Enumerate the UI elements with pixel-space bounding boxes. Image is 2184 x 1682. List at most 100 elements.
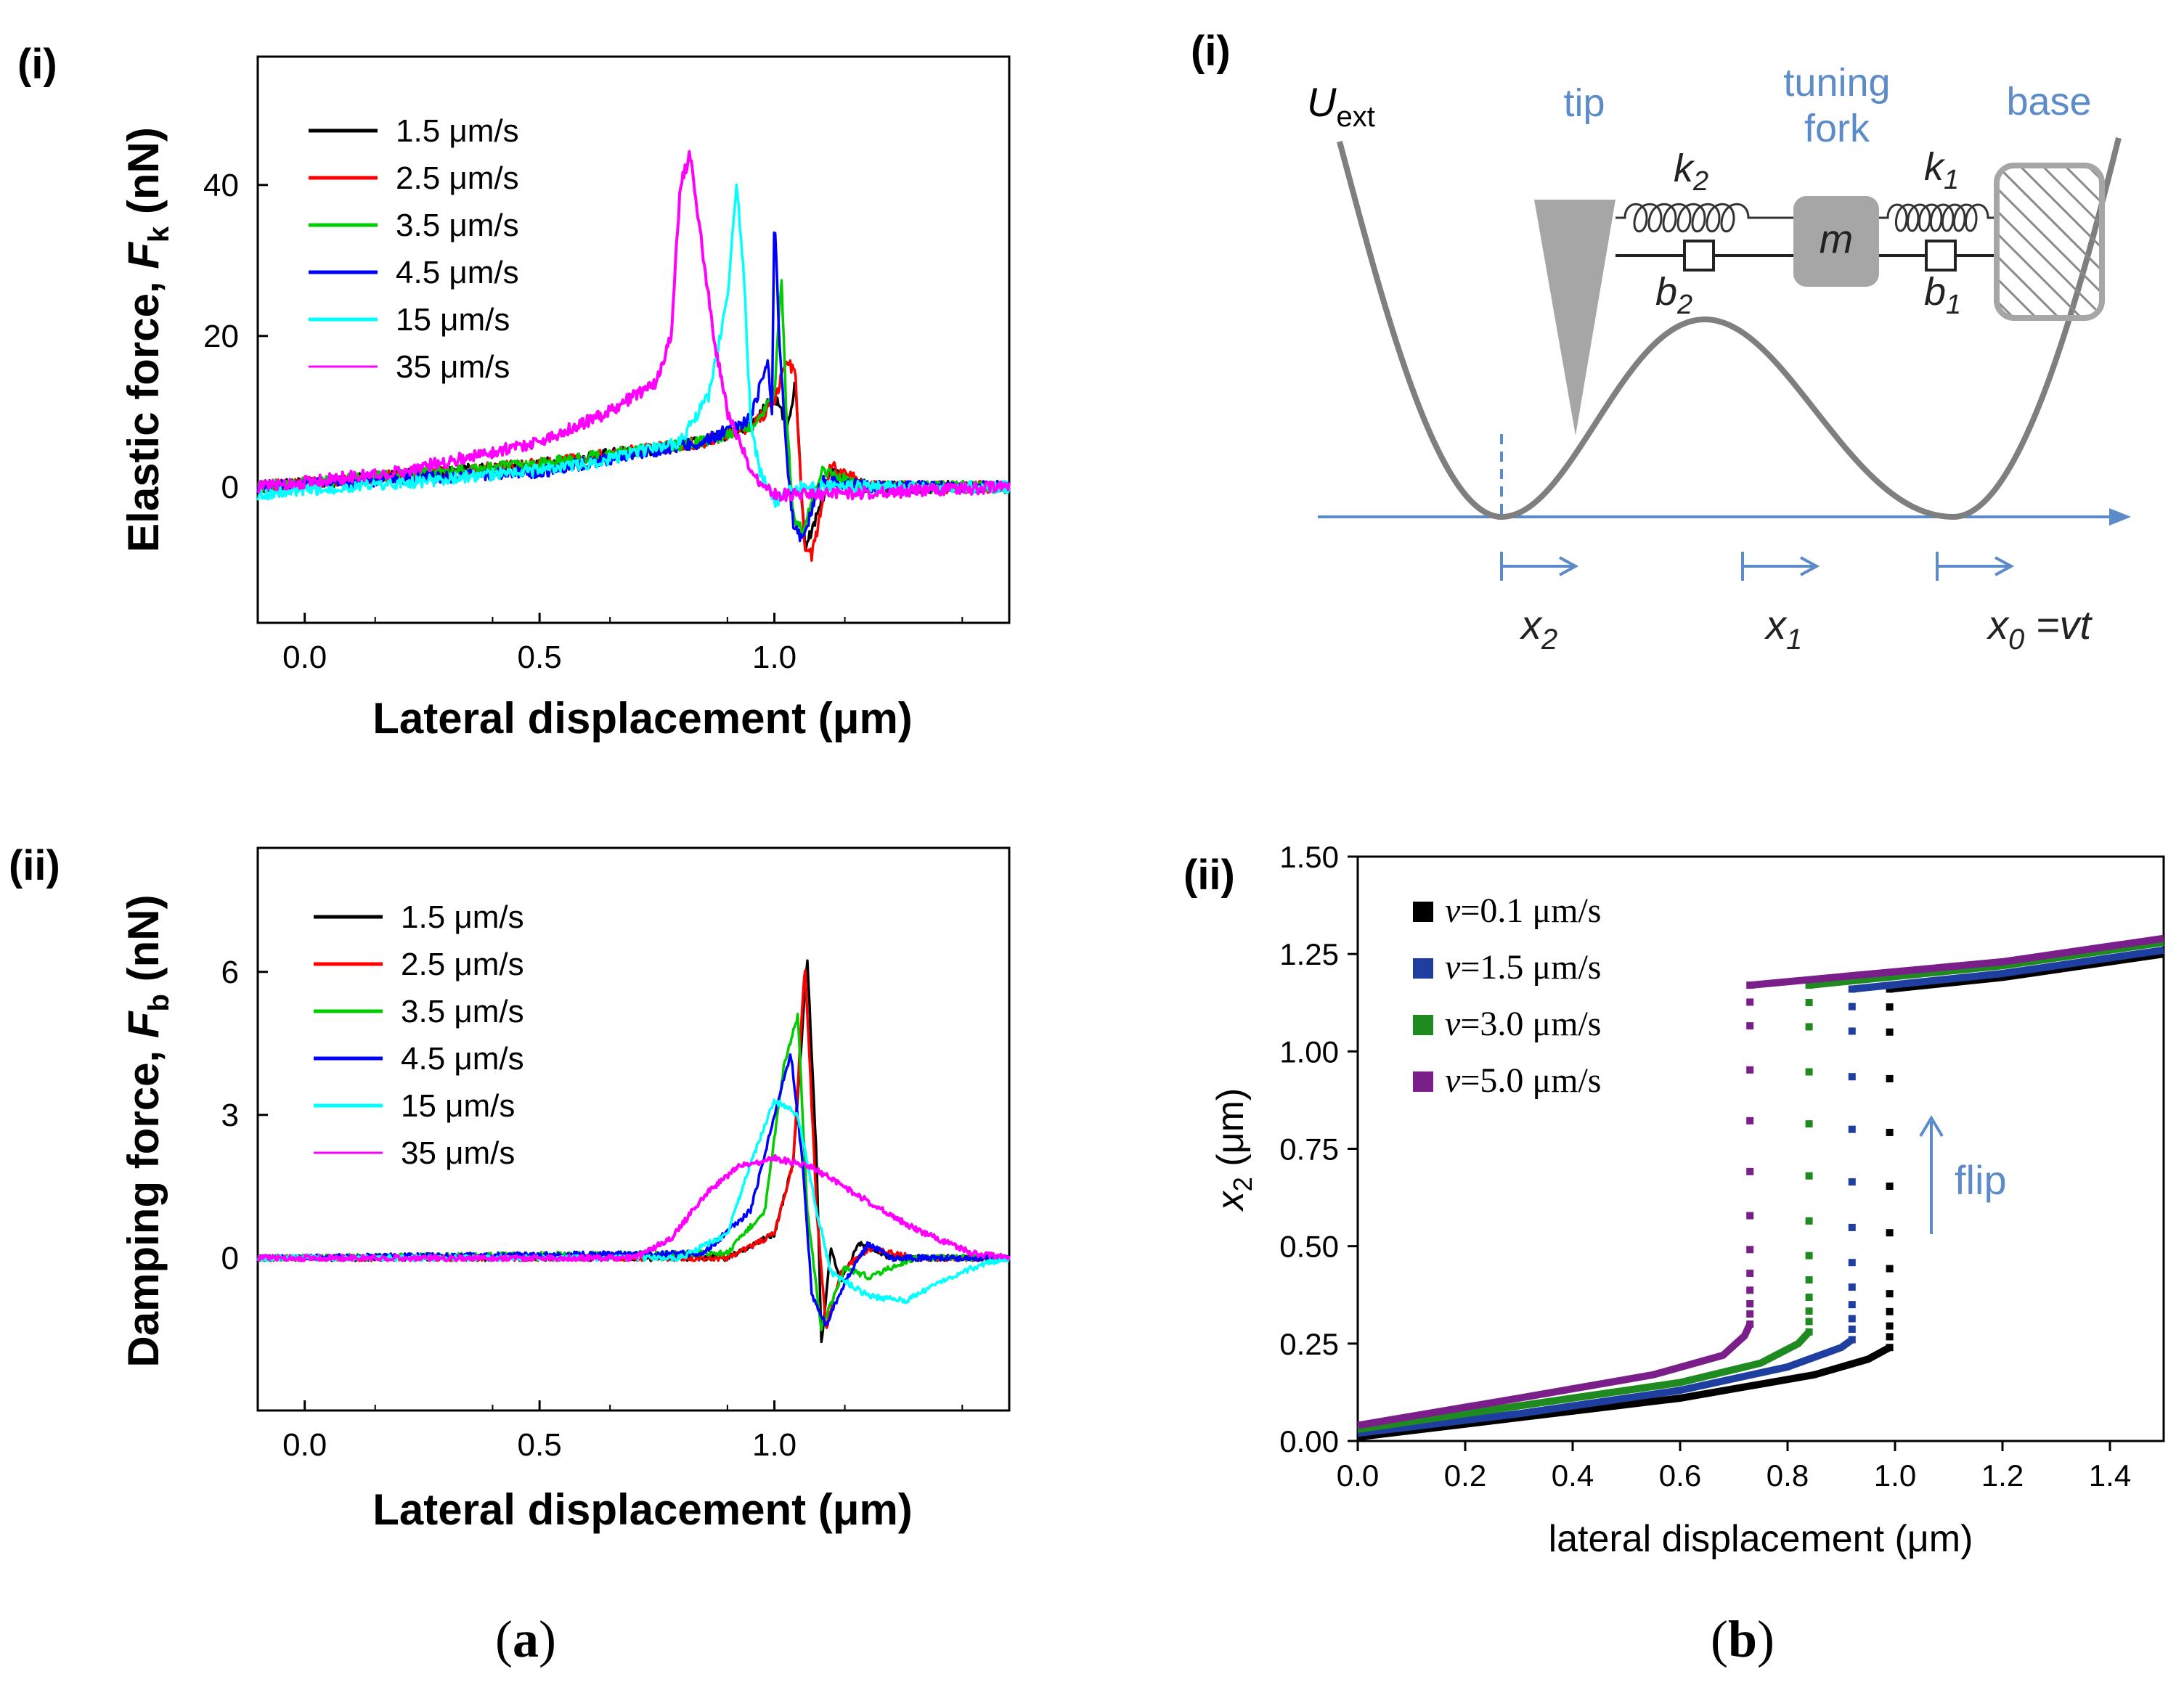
x2-x-axis-label: lateral displacement (μm) <box>1549 1518 1973 1560</box>
x2-flip-point <box>1848 1301 1856 1309</box>
flip-arrowhead <box>1919 1115 1944 1138</box>
x2-lower-branch-1 <box>1357 1336 1854 1437</box>
x-tick-label: 0.0 <box>282 640 327 675</box>
x-tick-label: 0.5 <box>518 640 562 675</box>
x2-flip-point <box>1746 1310 1754 1318</box>
x-tick-label: 0.0 <box>282 1427 327 1463</box>
x-tick-label: 0.0 <box>1337 1458 1379 1493</box>
x2-flip-point <box>1886 1344 1894 1352</box>
diagram-axis-arrowhead <box>2109 508 2131 526</box>
y-tick-label: 1.00 <box>1279 1034 1339 1069</box>
u-ext-label: Uext <box>1307 79 1375 133</box>
damping-plot: 0.0 0.5 1.0 0 3 6 1.5 μm/s 2.5 μm/s 3.5 μm/s 4.5… <box>221 846 1011 1463</box>
legend-swatch <box>1413 958 1433 979</box>
legend-label: 15 μm/s <box>396 302 510 338</box>
x2-lower-branch-2 <box>1357 1329 1812 1433</box>
x2-flip-point <box>1848 1283 1856 1291</box>
series-line-5 <box>256 150 1011 502</box>
x2-flip-point <box>1805 1023 1813 1031</box>
x2-lines <box>1357 934 2164 1441</box>
x-tick-label: 0.4 <box>1552 1458 1594 1493</box>
x2-ticks: 0.0 0.2 0.4 0.6 0.8 1.0 1.2 1.4 0.00 0.25 0.50 0.75… <box>1279 840 2131 1493</box>
k1-label: k1 <box>1924 145 1959 195</box>
x2-flip-point <box>1746 1022 1754 1030</box>
b2-label: b2 <box>1655 270 1692 320</box>
x2-flip-point <box>1805 1328 1813 1336</box>
x2-flip-point <box>1746 1269 1754 1277</box>
damper-b1-box <box>1925 240 1957 272</box>
series-line-2 <box>256 1013 1011 1331</box>
y-tick-label: 0.50 <box>1279 1230 1339 1264</box>
x2-flip-point <box>1746 1246 1754 1254</box>
x-tick-label: 1.0 <box>1874 1458 1916 1493</box>
damping-y-axis-label: Damping force, Fb (nN) <box>119 894 175 1367</box>
x2-flip-point <box>1805 1252 1813 1260</box>
x2-arrow <box>1500 552 1579 581</box>
x2-upper-branch-3 <box>1749 934 2164 989</box>
x0-label: x0 =vt <box>1986 602 2093 656</box>
x2-flip-point <box>1746 1320 1754 1328</box>
base-label: base <box>2006 80 2091 123</box>
elastic-y-axis-label: Elastic force, Fk (nN) <box>119 127 175 552</box>
panel-a-caption: (a) <box>495 1610 556 1668</box>
legend-label: 4.5 μm/s <box>396 255 519 290</box>
y-tick-label: 0.25 <box>1279 1327 1339 1361</box>
x2-flip-point <box>1848 985 1856 993</box>
legend-label: 3.5 μm/s <box>396 208 519 243</box>
x2-flip-point <box>1886 1307 1894 1315</box>
damping-plot-frame <box>256 846 1011 1412</box>
x-tick-label: 1.0 <box>752 640 796 675</box>
x2-flip-point <box>1886 1183 1894 1191</box>
x2-y-axis-label: x2 (μm) <box>1210 1088 1258 1212</box>
spring-k1 <box>1879 203 1997 232</box>
legend-label: 35 μm/s <box>401 1135 515 1171</box>
y-tick-label: 0 <box>221 470 239 505</box>
mass-label: m <box>1820 216 1854 261</box>
x1-label: x1 <box>1764 602 1802 656</box>
x2-flip-point <box>1886 1229 1894 1237</box>
x2-flip-point <box>1848 1223 1856 1231</box>
y-tick-label: 20 <box>203 319 239 354</box>
x-tick-label: 1.0 <box>752 1427 796 1463</box>
legend-label: 4.5 μm/s <box>401 1041 524 1077</box>
double-well-potential-curve <box>1337 137 2122 520</box>
x2-flip-point <box>1805 1120 1813 1128</box>
series-line-4 <box>256 1098 1011 1305</box>
x2-flip-point <box>1848 1003 1856 1011</box>
x1-arrow <box>1741 552 1820 581</box>
x2-flip-point <box>1805 1068 1813 1076</box>
panel-b-i-label: (i) <box>1191 28 1231 75</box>
x2-flip-point <box>1848 1259 1856 1267</box>
elastic-plot-frame <box>256 55 1011 624</box>
legend-label: 1.5 μm/s <box>401 899 524 935</box>
x2-lower-branch-3 <box>1357 1322 1753 1429</box>
legend-label: 15 μm/s <box>401 1088 515 1124</box>
k2-label: k2 <box>1674 147 1708 197</box>
x2-flip-point <box>1886 1028 1894 1036</box>
damping-x-axis-label: Lateral displacement (μm) <box>372 1485 913 1534</box>
y-tick-label: 1.25 <box>1279 937 1339 971</box>
series-line-1 <box>257 969 1011 1329</box>
legend-label: v=5.0 μm/s <box>1445 1061 1601 1100</box>
legend-label: 35 μm/s <box>396 349 510 385</box>
series-line-5 <box>257 1154 1011 1262</box>
x2-flip-point <box>1746 1066 1754 1074</box>
x2-flip-point <box>1805 1217 1813 1225</box>
series-line-3 <box>256 1053 1011 1327</box>
x2-flip-point <box>1805 981 1813 989</box>
x2-flip-point <box>1746 1116 1754 1124</box>
x-tick-label: 1.4 <box>2089 1458 2131 1493</box>
x2-upper-branch-1 <box>1851 946 2164 993</box>
tip-label: tip <box>1563 81 1605 125</box>
x2-flip-point <box>1886 1074 1894 1082</box>
b1-label: b1 <box>1924 270 1961 320</box>
potential-diagram: m Uext tip tuning fork base k2 k1 b2 b1 <box>1307 61 2131 656</box>
x2-flip-point <box>1805 998 1813 1006</box>
x2-legend: v=0.1 μm/s v=1.5 μm/s v=3.0 μm/s v=5.0 μm/s <box>1413 891 1601 1100</box>
series-line-0 <box>256 381 1011 552</box>
x2-flip-point <box>1848 1315 1856 1323</box>
flip-annotation: flip <box>1919 1115 2007 1234</box>
base-block <box>1994 163 2105 321</box>
x2-flip-point <box>1746 1286 1754 1294</box>
